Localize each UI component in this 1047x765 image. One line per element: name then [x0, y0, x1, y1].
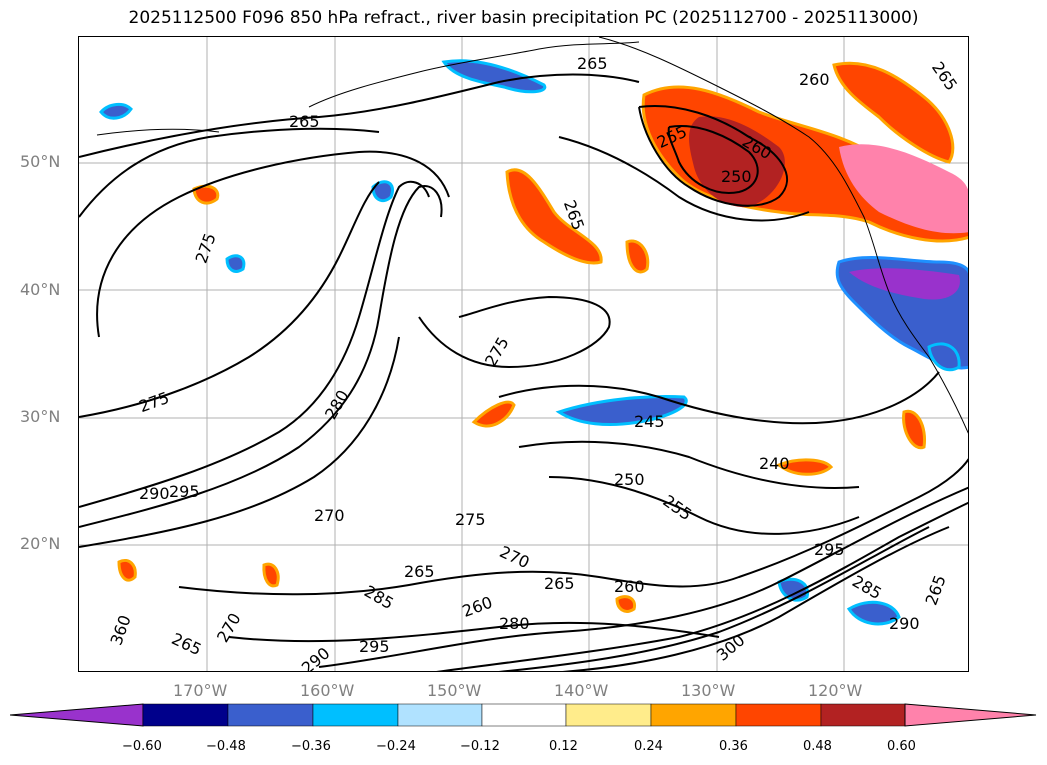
- precip-negative-north: [441, 59, 547, 94]
- precip-positive-30n: [471, 400, 516, 428]
- contour-label: 250: [614, 470, 645, 489]
- contour-label: 260: [799, 70, 830, 89]
- map-title: 2025112500 F096 850 hPa refract., river …: [128, 8, 919, 28]
- contour-label: 275: [191, 231, 219, 266]
- colorbar-bin: [142, 703, 229, 727]
- contour-label: 245: [634, 412, 665, 431]
- colorbar-tick: 0.24: [634, 739, 663, 754]
- contour-label: 260: [460, 593, 495, 621]
- contour-label: 265: [544, 574, 575, 593]
- lat-label: 20°N: [20, 534, 61, 553]
- contour-label: 290: [298, 644, 334, 672]
- colorbar-tick: −0.36: [291, 739, 331, 754]
- contour-label: 290: [139, 484, 170, 503]
- precip-shading: [99, 59, 968, 626]
- contour-label: 290: [889, 614, 920, 633]
- contour-label: 295: [814, 540, 845, 559]
- precip-positive-ca: [902, 409, 927, 450]
- lon-label: 150°W: [427, 681, 482, 700]
- contour-label: 265: [169, 629, 205, 659]
- contour-label: 285: [849, 572, 885, 604]
- colorbar-bin: [312, 703, 399, 727]
- contour-label: 285: [361, 582, 397, 614]
- contour-label: 250: [721, 167, 752, 186]
- map-panel[interactable]: 265 260 265 255 260 250 265 265 275 275 …: [78, 36, 969, 672]
- lat-label: 40°N: [20, 280, 61, 299]
- contour-label: 360: [106, 613, 134, 648]
- contour-label: 295: [169, 482, 200, 501]
- contour-label: 265: [289, 112, 320, 131]
- precip-negative-center: [371, 180, 394, 203]
- contour-label: 255: [659, 491, 695, 524]
- colorbar: [10, 703, 1037, 727]
- colorbar-bin: [565, 703, 652, 727]
- contour-label: 270: [497, 542, 533, 572]
- colorbar-tick: 0.48: [803, 739, 832, 754]
- colorbar-tick: 0.60: [887, 739, 916, 754]
- precip-very-strong-positive: [839, 144, 968, 234]
- lat-label: 50°N: [20, 152, 61, 171]
- colorbar-bin: [735, 703, 822, 727]
- colorbar-extend-right: [904, 703, 1037, 727]
- precip-negative-west: [99, 103, 133, 120]
- colorbar-tick: −0.48: [206, 739, 246, 754]
- precip-negative-245: [555, 395, 688, 427]
- precip-positive-s3: [615, 595, 637, 613]
- contour-label: 295: [359, 637, 390, 656]
- precip-positive-small: [625, 239, 650, 274]
- precip-strong-positive: [689, 116, 785, 208]
- contour-label: 265: [577, 54, 608, 73]
- precip-positive-240: [776, 458, 834, 476]
- precip-strong-negative: [849, 268, 960, 300]
- contour-label: 265: [921, 573, 949, 608]
- contour-label: 260: [614, 577, 645, 596]
- lon-label: 140°W: [554, 681, 609, 700]
- contour-label: 265: [928, 58, 961, 94]
- colorbar-bin: [820, 703, 906, 727]
- precip-positive-mid: [505, 168, 603, 265]
- precip-negative-s: [846, 600, 901, 626]
- colorbar-extend-left: [10, 703, 144, 727]
- lon-label: 130°W: [681, 681, 736, 700]
- colorbar-tick: −0.60: [122, 739, 162, 754]
- lon-label: 160°W: [300, 681, 355, 700]
- contour-label: 265: [404, 562, 435, 581]
- precip-positive-ne: [832, 61, 955, 164]
- colorbar-bin: [397, 703, 483, 727]
- contour-label: 300: [713, 631, 749, 665]
- colorbar-tick: −0.12: [460, 739, 500, 754]
- colorbar-bin: [227, 703, 314, 727]
- contour-label: 280: [321, 387, 353, 423]
- lat-label: 30°N: [20, 407, 61, 426]
- colorbar-tick: 0.36: [719, 739, 748, 754]
- refractivity-contours: [79, 73, 968, 671]
- contour-label: 275: [455, 510, 486, 529]
- coastline: [96, 37, 968, 434]
- lon-label: 120°W: [808, 681, 863, 700]
- precip-positive-sw: [117, 559, 137, 582]
- precip-positive-s2: [262, 562, 280, 588]
- contour-label: 270: [213, 610, 245, 646]
- contour-label: 280: [499, 614, 530, 633]
- colorbar-tick: 0.12: [549, 739, 578, 754]
- colorbar-bin: [481, 703, 567, 727]
- colorbar-bin: [650, 703, 737, 727]
- contour-label: 270: [314, 506, 345, 525]
- contour-label: 240: [759, 454, 790, 473]
- precip-negative-sw: [225, 254, 246, 273]
- precip-negative-e: [927, 342, 961, 372]
- map-svg: 265 260 265 255 260 250 265 265 275 275 …: [79, 37, 968, 672]
- colorbar-tick: −0.24: [376, 739, 416, 754]
- precip-positive-west: [192, 184, 220, 205]
- lon-label: 170°W: [173, 681, 228, 700]
- contour-label: 275: [136, 388, 171, 416]
